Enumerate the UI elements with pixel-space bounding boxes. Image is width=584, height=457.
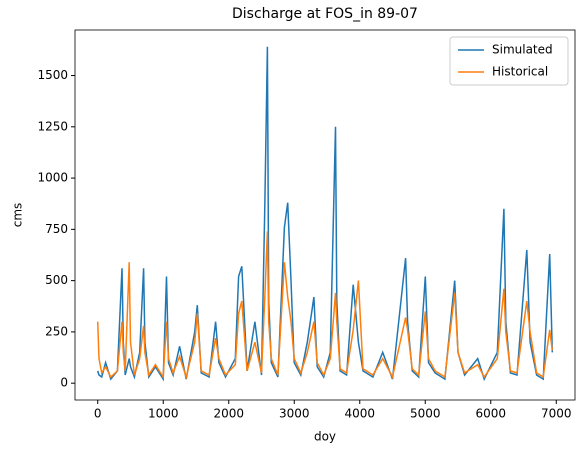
y-tick-label: 1250 (37, 119, 68, 133)
y-tick-label: 750 (45, 222, 68, 236)
legend-label: Simulated (492, 43, 553, 57)
y-tick-label: 0 (60, 376, 68, 390)
line-series (96, 231, 554, 380)
y-tick-label: 500 (45, 273, 68, 287)
chart-title: Discharge at FOS_in 89-07 (232, 6, 418, 22)
plot-frame (74, 29, 576, 401)
x-tick-label: 6000 (475, 407, 506, 421)
y-axis-label: cms (11, 203, 25, 228)
y-tick-label: 1500 (37, 68, 68, 82)
x-tick-label: 4000 (344, 407, 375, 421)
x-tick-label: 5000 (410, 407, 441, 421)
legend-box (449, 36, 569, 86)
x-tick-label: 2000 (213, 407, 244, 421)
legend-label: Historical (492, 65, 548, 79)
x-tick-label: 7000 (541, 407, 572, 421)
y-tick-label: 1000 (37, 171, 68, 185)
x-tick-label: 0 (94, 407, 102, 421)
x-tick-label: 1000 (148, 407, 179, 421)
x-tick-label: 3000 (279, 407, 310, 421)
y-tick-label: 250 (45, 324, 68, 338)
x-axis-label: doy (314, 430, 336, 444)
